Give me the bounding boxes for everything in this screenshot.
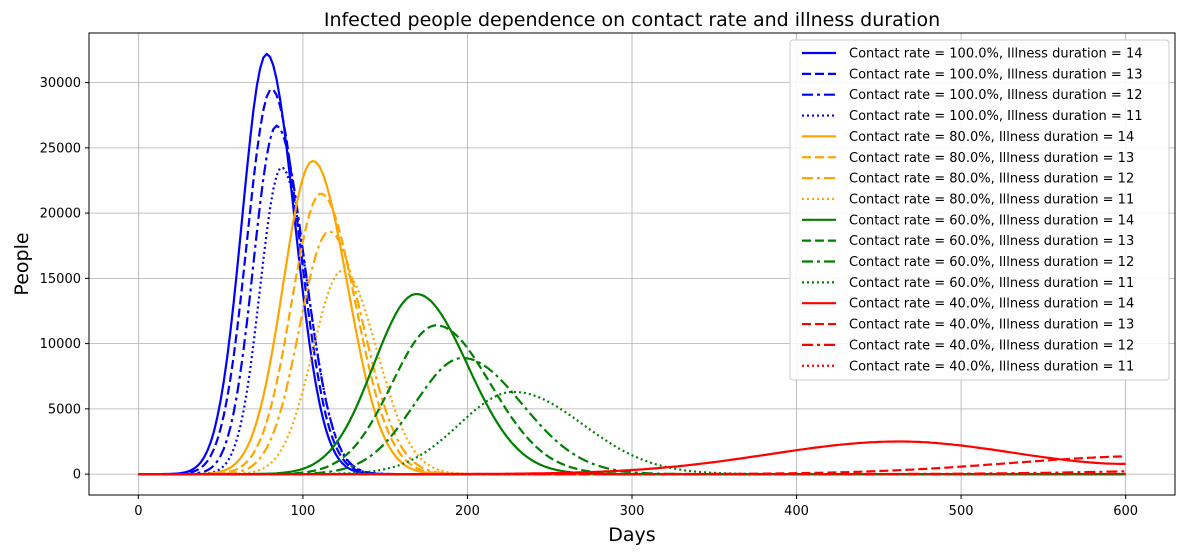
y-tick-label: 5000 xyxy=(48,402,81,417)
y-tick-label: 10000 xyxy=(40,337,81,352)
legend-entry: Contact rate = 40.0%, Illness duration =… xyxy=(849,359,1134,374)
x-tick-label: 500 xyxy=(949,504,974,519)
y-tick-label: 15000 xyxy=(40,272,81,287)
x-tick-label: 200 xyxy=(455,504,480,519)
legend-entry: Contact rate = 100.0%, Illness duration … xyxy=(849,67,1142,82)
x-tick-label: 400 xyxy=(784,504,809,519)
legend-entry: Contact rate = 40.0%, Illness duration =… xyxy=(849,297,1134,312)
x-tick-label: 300 xyxy=(620,504,645,519)
legend-entry: Contact rate = 60.0%, Illness duration =… xyxy=(849,276,1134,291)
x-axis-label: Days xyxy=(608,524,655,546)
series-layer xyxy=(138,52,1126,476)
series-line xyxy=(138,470,1126,476)
y-tick-label: 20000 xyxy=(40,207,81,222)
legend-entry: Contact rate = 100.0%, Illness duration … xyxy=(849,88,1142,103)
legend-box xyxy=(789,39,1170,381)
y-tick-label: 30000 xyxy=(40,76,81,91)
legend-entry: Contact rate = 60.0%, Illness duration =… xyxy=(849,213,1134,228)
legend: Contact rate = 100.0%, Illness duration … xyxy=(789,39,1170,381)
x-axis-ticks: 0 100 200 300 400 500 600 xyxy=(134,495,1138,519)
legend-entry: Contact rate = 40.0%, Illness duration =… xyxy=(849,338,1134,353)
y-axis-ticks: 0 5000 10000 15000 20000 25000 30000 xyxy=(40,76,89,483)
legend-entry: Contact rate = 80.0%, Illness duration =… xyxy=(849,151,1134,166)
legend-entry: Contact rate = 80.0%, Illness duration =… xyxy=(849,192,1134,207)
legend-entry: Contact rate = 100.0%, Illness duration … xyxy=(849,109,1142,124)
legend-entry: Contact rate = 100.0%, Illness duration … xyxy=(849,47,1142,62)
x-tick-label: 100 xyxy=(290,504,315,519)
series-line xyxy=(138,390,1126,476)
legend-entry: Contact rate = 80.0%, Illness duration =… xyxy=(849,172,1134,187)
legend-entry: Contact rate = 60.0%, Illness duration =… xyxy=(849,255,1134,270)
chart-title: Infected people dependence on contact ra… xyxy=(324,9,940,31)
legend-entry: Contact rate = 80.0%, Illness duration =… xyxy=(849,130,1134,145)
x-tick-label: 0 xyxy=(134,504,142,519)
legend-entry: Contact rate = 60.0%, Illness duration =… xyxy=(849,234,1134,249)
y-tick-label: 25000 xyxy=(40,141,81,156)
legend-entry: Contact rate = 40.0%, Illness duration =… xyxy=(849,318,1134,333)
y-axis-label: People xyxy=(11,232,33,295)
y-tick-label: 0 xyxy=(73,468,81,483)
x-tick-label: 600 xyxy=(1113,504,1138,519)
